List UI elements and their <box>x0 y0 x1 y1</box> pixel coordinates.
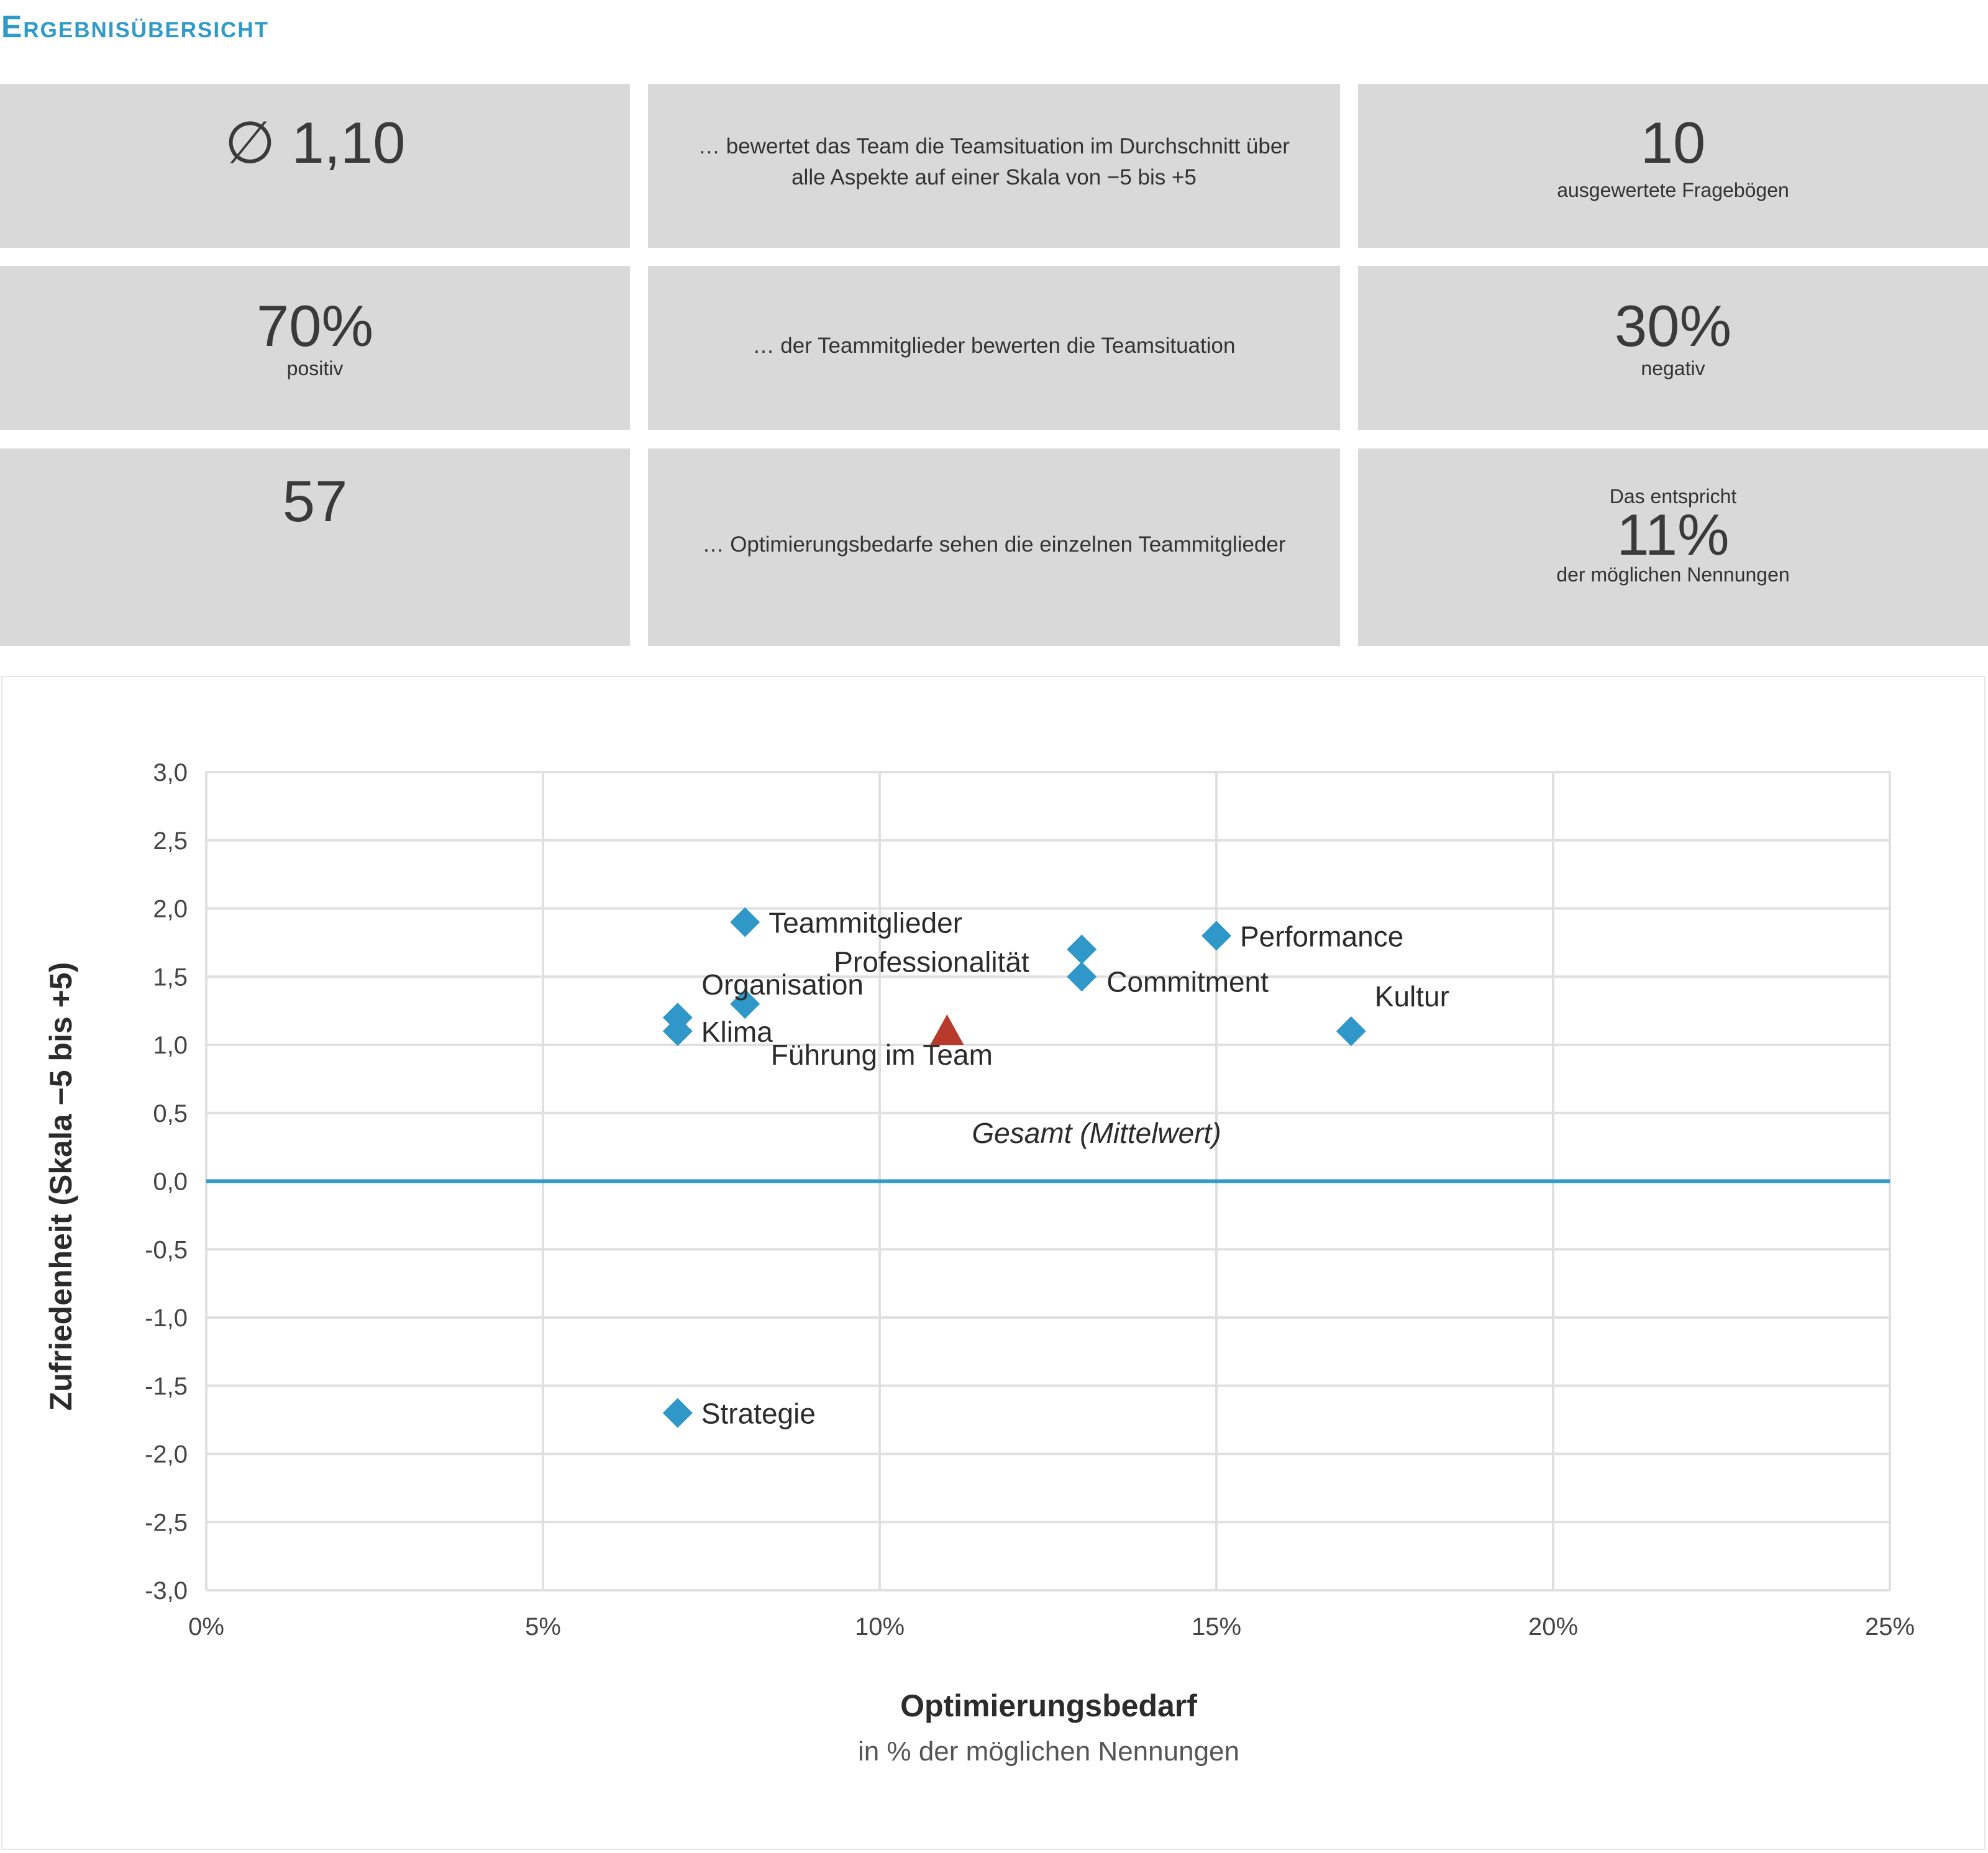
share-card: Das entspricht 11% der möglichen Nennung… <box>1358 448 1988 646</box>
positive-card: 70% positiv <box>0 266 630 430</box>
members-description: … der Teammitglieder bewerten die Teamsi… <box>752 334 1236 358</box>
average-score-value: ∅ 1,10 <box>224 110 406 175</box>
share-prefix: Das entspricht <box>1609 485 1737 508</box>
optimization-description-card: … Optimierungsbedarfe sehen die einzelne… <box>648 448 1340 646</box>
chart-frame <box>1 676 1986 1850</box>
positive-label: positiv <box>286 357 344 380</box>
questionnaires-card: 10 ausgewertete Fragebögen <box>1358 84 1988 248</box>
negative-label: negativ <box>1641 357 1705 380</box>
share-suffix: der möglichen Nennungen <box>1556 563 1790 586</box>
share-value: 11% <box>1616 502 1730 567</box>
questionnaires-label: ausgewertete Fragebögen <box>1557 179 1789 201</box>
optimization-needs-value: 57 <box>282 468 348 534</box>
average-description-line1: … bewertet das Team die Teamsituation im… <box>698 134 1290 158</box>
positive-value: 70% <box>256 293 374 358</box>
members-description-card: … der Teammitglieder bewerten die Teamsi… <box>648 266 1340 430</box>
page-title: Ergebnisübersicht <box>1 9 269 44</box>
optimization-description: … Optimierungsbedarfe sehen die einzelne… <box>702 532 1286 557</box>
average-score-card: ∅ 1,10 <box>0 84 630 248</box>
average-description-line2: alle Aspekte auf einer Skala von −5 bis … <box>791 165 1197 189</box>
questionnaires-value: 10 <box>1640 110 1706 175</box>
average-description-card: … bewertet das Team die Teamsituation im… <box>648 84 1340 248</box>
negative-card: 30% negativ <box>1358 266 1988 430</box>
negative-value: 30% <box>1614 293 1732 358</box>
average-description: … bewertet das Team die Teamsituation im… <box>648 131 1340 193</box>
optimization-needs-card: 57 <box>0 448 630 646</box>
